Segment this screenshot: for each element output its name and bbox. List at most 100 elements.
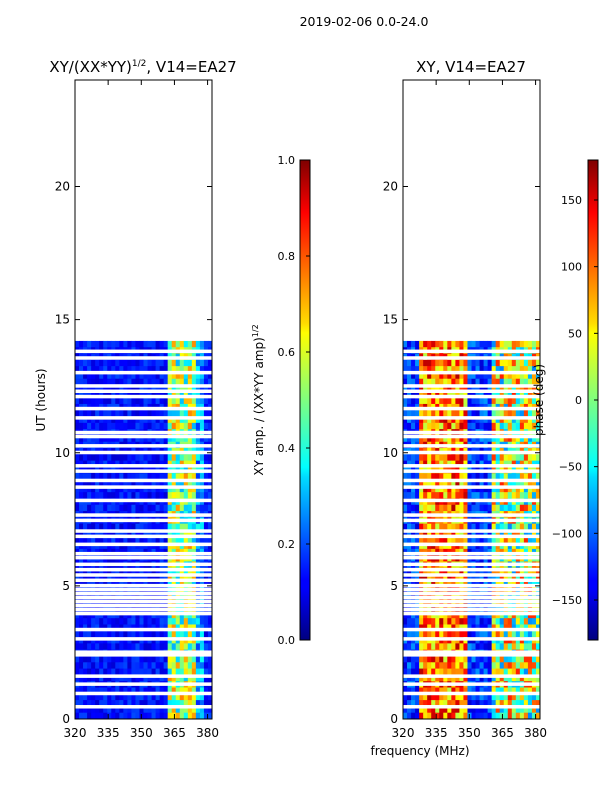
heatmap-cell xyxy=(199,416,205,424)
heatmap-cell xyxy=(519,485,525,493)
heatmap-cell xyxy=(495,359,501,367)
heatmap-cell xyxy=(459,385,464,392)
heatmap-cell xyxy=(483,693,489,701)
heatmap-cell xyxy=(515,485,521,493)
heatmap-cell xyxy=(143,674,148,682)
heatmap-cell xyxy=(183,529,189,537)
heatmap-cell xyxy=(419,372,424,380)
heatmap-cell xyxy=(523,366,529,373)
heatmap-cell xyxy=(471,385,476,392)
heatmap-cell xyxy=(527,700,533,707)
heatmap-cell xyxy=(515,580,521,588)
heatmap-cell xyxy=(139,397,144,405)
heatmap-cell xyxy=(115,410,120,417)
heatmap-cell xyxy=(155,712,161,719)
heatmap-cell xyxy=(123,630,128,638)
heatmap-cell xyxy=(523,473,529,480)
heatmap-cell xyxy=(199,674,205,682)
heatmap-cell xyxy=(447,410,452,417)
heatmap-cell xyxy=(155,687,161,695)
heatmap-cell xyxy=(171,410,177,417)
heatmap-cell xyxy=(163,435,169,443)
heatmap-cell xyxy=(191,574,197,581)
heatmap-cell xyxy=(471,397,476,405)
heatmap-cell xyxy=(187,529,193,537)
heatmap-cell xyxy=(439,460,444,468)
heatmap-cell xyxy=(439,485,444,493)
heatmap-cell xyxy=(111,359,116,367)
heatmap-cell xyxy=(135,460,140,468)
heatmap-cell xyxy=(175,385,181,392)
heatmap-cell xyxy=(75,643,80,651)
heatmap-cell xyxy=(403,378,408,386)
heatmap-cell xyxy=(471,674,476,682)
heatmap-cell xyxy=(163,479,169,487)
heatmap-cell xyxy=(179,662,185,669)
heatmap-cell xyxy=(531,700,537,707)
heatmap-cell xyxy=(535,397,540,405)
heatmap-cell xyxy=(479,536,484,543)
heatmap-cell xyxy=(183,410,189,417)
heatmap-cell xyxy=(203,706,209,714)
heatmap-cell xyxy=(411,643,416,651)
heatmap-cell xyxy=(447,523,452,531)
heatmap-cell xyxy=(471,416,476,424)
heatmap-cell xyxy=(427,674,432,682)
heatmap-cell xyxy=(503,485,509,493)
heatmap-cell xyxy=(419,359,424,367)
heatmap-cell xyxy=(151,378,156,386)
heatmap-cell xyxy=(467,479,472,487)
heatmap-cell xyxy=(403,479,408,487)
heatmap-cell xyxy=(447,712,452,719)
heatmap-cell xyxy=(79,574,84,581)
heatmap-cell xyxy=(431,340,436,348)
heatmap-cell xyxy=(435,492,440,499)
heatmap-cell xyxy=(103,706,108,714)
heatmap-cell xyxy=(207,668,212,676)
heatmap-cell xyxy=(499,662,505,669)
heatmap-cell xyxy=(519,397,525,405)
heatmap-cell xyxy=(403,435,408,443)
heatmap-cell xyxy=(167,435,173,443)
heatmap-cell xyxy=(507,391,513,399)
heatmap-cell xyxy=(459,618,464,625)
heatmap-cell xyxy=(91,662,96,669)
heatmap-cell xyxy=(163,460,169,468)
heatmap-cell xyxy=(479,385,484,392)
heatmap-cell xyxy=(535,662,540,669)
heatmap-cell xyxy=(471,580,476,588)
heatmap-cell xyxy=(179,479,185,487)
heatmap-cell xyxy=(183,485,189,493)
heatmap-cell xyxy=(507,372,513,380)
heatmap-cell xyxy=(467,574,472,581)
heatmap-cell xyxy=(499,504,505,512)
heatmap-cell xyxy=(79,473,84,480)
heatmap-cell xyxy=(507,460,513,468)
heatmap-cell xyxy=(91,454,96,462)
heatmap-cell xyxy=(171,397,177,405)
heatmap-cell xyxy=(171,523,177,531)
heatmap-cell xyxy=(103,422,108,430)
heatmap-cell xyxy=(207,372,212,380)
heatmap-cell xyxy=(503,668,509,676)
heatmap-cell xyxy=(483,574,489,581)
heatmap-cell xyxy=(151,674,156,682)
heatmap-cell xyxy=(199,473,205,480)
heatmap-cell xyxy=(151,473,156,480)
heatmap-cell xyxy=(203,523,209,531)
heatmap-cell xyxy=(183,479,189,487)
heatmap-cell xyxy=(491,473,497,480)
heatmap-cell xyxy=(463,523,468,531)
heatmap-cell xyxy=(99,662,104,669)
heatmap-cell xyxy=(171,454,177,462)
heatmap-cell xyxy=(403,359,408,367)
heatmap-cell xyxy=(183,422,189,430)
heatmap-cell xyxy=(535,643,540,651)
heatmap-cell xyxy=(155,580,161,588)
heatmap-cell xyxy=(467,687,472,695)
heatmap-cell xyxy=(475,416,480,424)
heatmap-cell xyxy=(203,366,209,373)
heatmap-cell xyxy=(83,473,88,480)
heatmap-cell xyxy=(503,630,509,638)
